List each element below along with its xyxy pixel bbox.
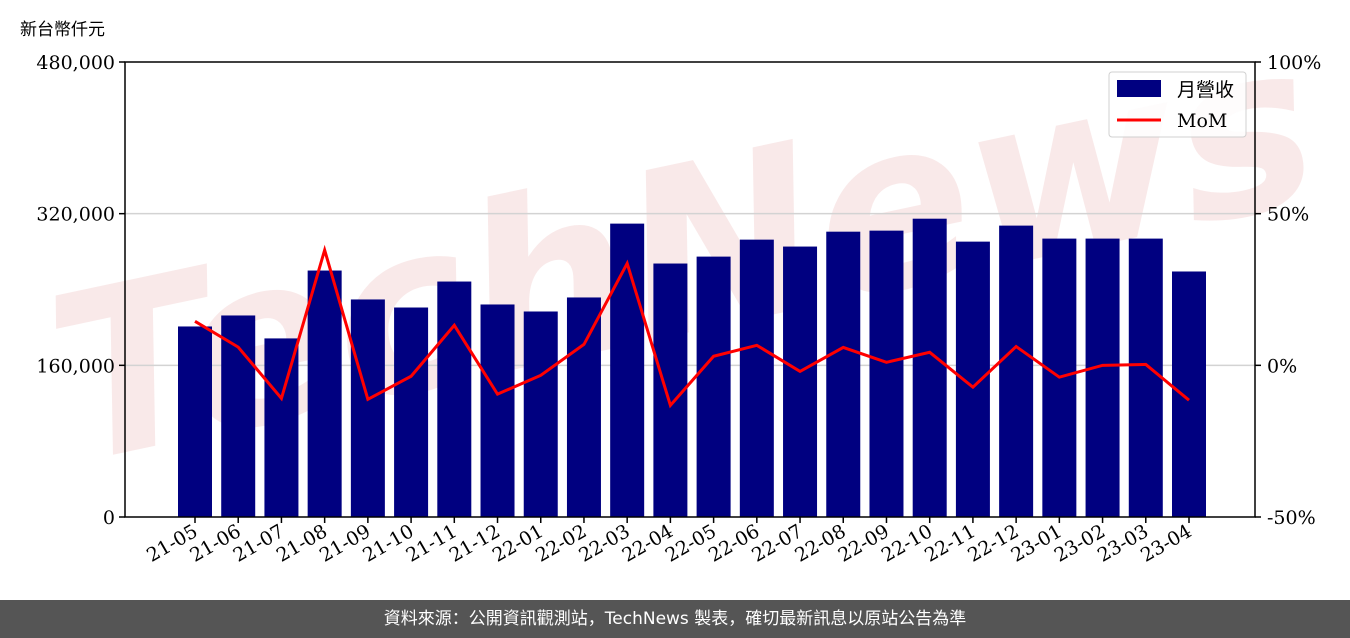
right-tick-label: 0% <box>1267 355 1297 377</box>
plot-frame <box>124 61 1256 518</box>
bar-22-03 <box>610 223 645 517</box>
legend-bar-swatch <box>1117 80 1161 97</box>
revenue-chart: TechNews 0160,000320,000480,000-50%0%50%… <box>29 0 1338 567</box>
bar-21-05 <box>178 326 212 517</box>
mom-line <box>194 244 1190 409</box>
right-tick-label: 100% <box>1267 52 1321 74</box>
unit-label: 新台幣仟元 <box>20 20 105 40</box>
right-tick-label: 50% <box>1267 204 1309 226</box>
bar-23-04 <box>1172 271 1206 517</box>
bar-22-07 <box>783 246 818 517</box>
bar-22-08 <box>826 231 861 518</box>
bar-21-10 <box>394 307 429 517</box>
bar-22-01 <box>523 311 558 517</box>
bar-23-03 <box>1128 238 1163 518</box>
x-tick-label: 23-04 <box>1137 520 1195 566</box>
legend: 月營收 MoM <box>1108 71 1247 138</box>
bar-22-09 <box>869 230 904 517</box>
bar-21-08 <box>307 270 342 517</box>
right-tick-label: -50% <box>1267 507 1316 529</box>
bar-22-12 <box>999 225 1034 517</box>
bar-22-10 <box>912 218 947 518</box>
bar-22-06 <box>739 239 774 517</box>
bar-23-02 <box>1085 238 1120 518</box>
bar-22-02 <box>566 297 601 517</box>
bar-21-12 <box>480 304 515 517</box>
left-tick-label: 160,000 <box>36 355 115 377</box>
bar-21-11 <box>437 281 472 517</box>
left-tick-label: 320,000 <box>36 204 115 226</box>
source-footer: 資料來源：公開資訊觀測站，TechNews 製表，確切最新訊息以原站公告為準 <box>0 600 1350 638</box>
bar-21-09 <box>350 299 385 517</box>
left-tick-label: 480,000 <box>36 52 115 74</box>
legend-label-mom: MoM <box>1177 110 1227 132</box>
bar-22-05 <box>696 256 731 517</box>
left-tick-label: 0 <box>103 507 115 529</box>
legend-label-revenue: 月營收 <box>1177 79 1234 101</box>
bar-21-07 <box>264 338 299 517</box>
